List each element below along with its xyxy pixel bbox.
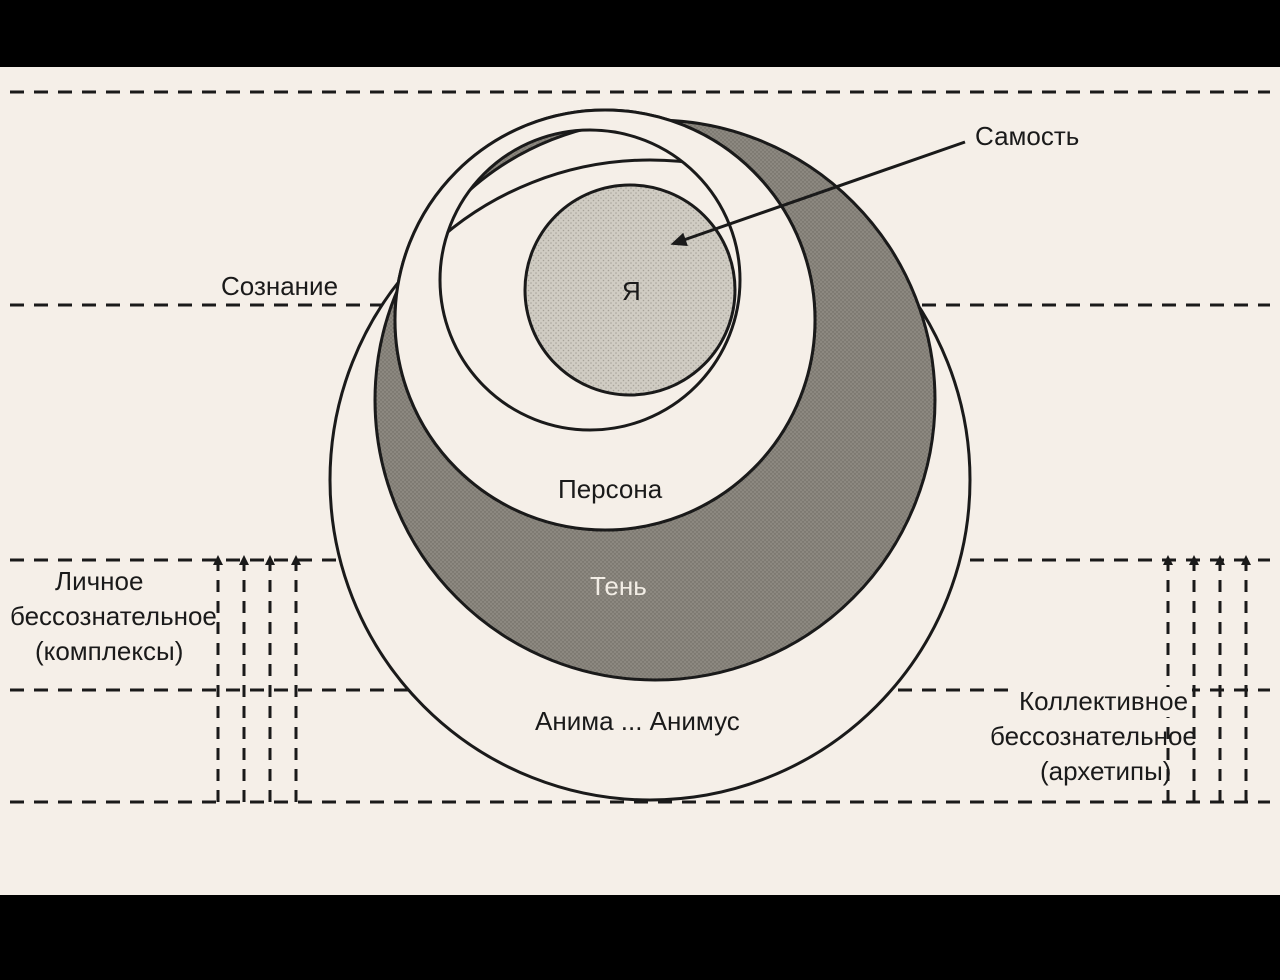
label-anima-animus: Анима ... Анимус: [535, 707, 740, 737]
label-personal-unconscious-2: бессознательное: [10, 602, 217, 632]
right-arrow-group: [1168, 560, 1246, 802]
label-consciousness: Сознание: [215, 272, 344, 302]
label-collective-unconscious-2: бессознательное: [990, 722, 1197, 752]
label-personal-unconscious-1: Личное: [55, 567, 143, 597]
left-arrow-group: [218, 560, 296, 802]
label-shadow: Тень: [590, 572, 647, 602]
label-persona: Персона: [558, 475, 662, 505]
label-personal-unconscious-3: (комплексы): [35, 637, 183, 667]
label-self: Самость: [975, 122, 1079, 152]
label-ego: Я: [622, 277, 641, 307]
label-collective-unconscious-3: (архетипы): [1040, 757, 1171, 787]
label-collective-unconscious-1: Коллективное: [1015, 687, 1192, 717]
diagram-page: Самость Сознание Я Персона Тень Анима ..…: [0, 67, 1280, 895]
